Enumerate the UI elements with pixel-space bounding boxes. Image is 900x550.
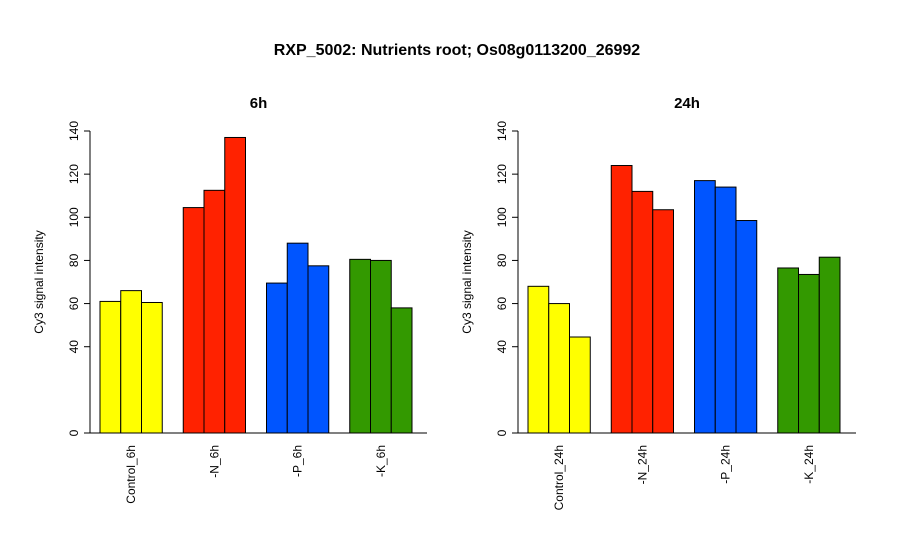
bar-Control_24h-3 <box>569 336 591 434</box>
bar-Control_6h-2 <box>120 290 142 434</box>
panel-title: 6h <box>250 95 268 112</box>
y-tick-label: 120 <box>495 164 509 184</box>
bar-Control_6h-3 <box>141 301 163 434</box>
category-label: -N_6h <box>207 445 221 478</box>
bar--K_24h-2 <box>798 273 820 434</box>
category-label: -K_24h <box>802 445 816 484</box>
category-label: -K_6h <box>374 445 388 477</box>
y-tick-label: 80 <box>495 253 509 267</box>
y-axis-label: Cy3 signal intensity <box>32 230 46 333</box>
bar--P_6h-2 <box>286 242 309 434</box>
figure-title: RXP_5002: Nutrients root; Os08g0113200_2… <box>274 42 641 59</box>
bar--P_24h-2 <box>714 186 737 434</box>
category-label: -P_24h <box>719 445 733 484</box>
bar-Control_6h-1 <box>99 300 122 434</box>
bar--N_6h-3 <box>224 136 246 434</box>
bar--P_24h-1 <box>694 180 716 434</box>
chart-panel-6h: 6h 0 40 60 80 100 120 140 Cy3 signal intensity Co… <box>32 95 427 504</box>
category-label: -P_6h <box>291 445 305 477</box>
bar--K_24h-1 <box>777 267 799 434</box>
y-tick-label: 0 <box>67 429 81 436</box>
bar--P_6h-3 <box>307 265 330 434</box>
bar--K_24h-3 <box>818 256 841 434</box>
y-axis-label: Cy3 signal intensity <box>460 230 474 333</box>
category-label: Control_24h <box>552 445 566 510</box>
y-tick-label: 100 <box>495 207 509 227</box>
bar--K_6h-1 <box>349 258 371 434</box>
y-tick-label: 100 <box>67 207 81 227</box>
bar-Control_24h-1 <box>527 285 550 434</box>
y-tick-label: 140 <box>495 121 509 141</box>
bar--K_6h-3 <box>390 307 413 434</box>
chart-panel-24h: 24h 0 40 60 80 100 120 140 Cy3 signal intensity C… <box>460 95 856 510</box>
y-tick-label: 80 <box>67 253 81 267</box>
category-label: -N_24h <box>635 445 649 484</box>
category-label: Control_6h <box>124 445 138 504</box>
y-tick-label: 60 <box>67 297 81 311</box>
bar--N_6h-1 <box>182 207 205 434</box>
y-tick-label: 140 <box>67 121 81 141</box>
bar--P_24h-3 <box>735 220 758 434</box>
bar--N_24h-1 <box>610 165 633 434</box>
panels: 6h 0 40 60 80 100 120 140 Cy3 signal intensity Co… <box>32 95 856 510</box>
y-tick-label: 40 <box>67 340 81 354</box>
bar--N_24h-3 <box>652 209 674 434</box>
bar--N_24h-2 <box>631 190 654 434</box>
bar--P_6h-1 <box>266 282 288 434</box>
y-tick-label: 120 <box>67 164 81 184</box>
bar--N_6h-2 <box>203 189 226 434</box>
y-tick-label: 0 <box>495 429 509 436</box>
y-tick-label: 40 <box>495 340 509 354</box>
bar-Control_24h-2 <box>548 303 570 434</box>
y-tick-label: 60 <box>495 297 509 311</box>
bar--K_6h-2 <box>370 259 392 434</box>
panel-title: 24h <box>674 95 700 112</box>
